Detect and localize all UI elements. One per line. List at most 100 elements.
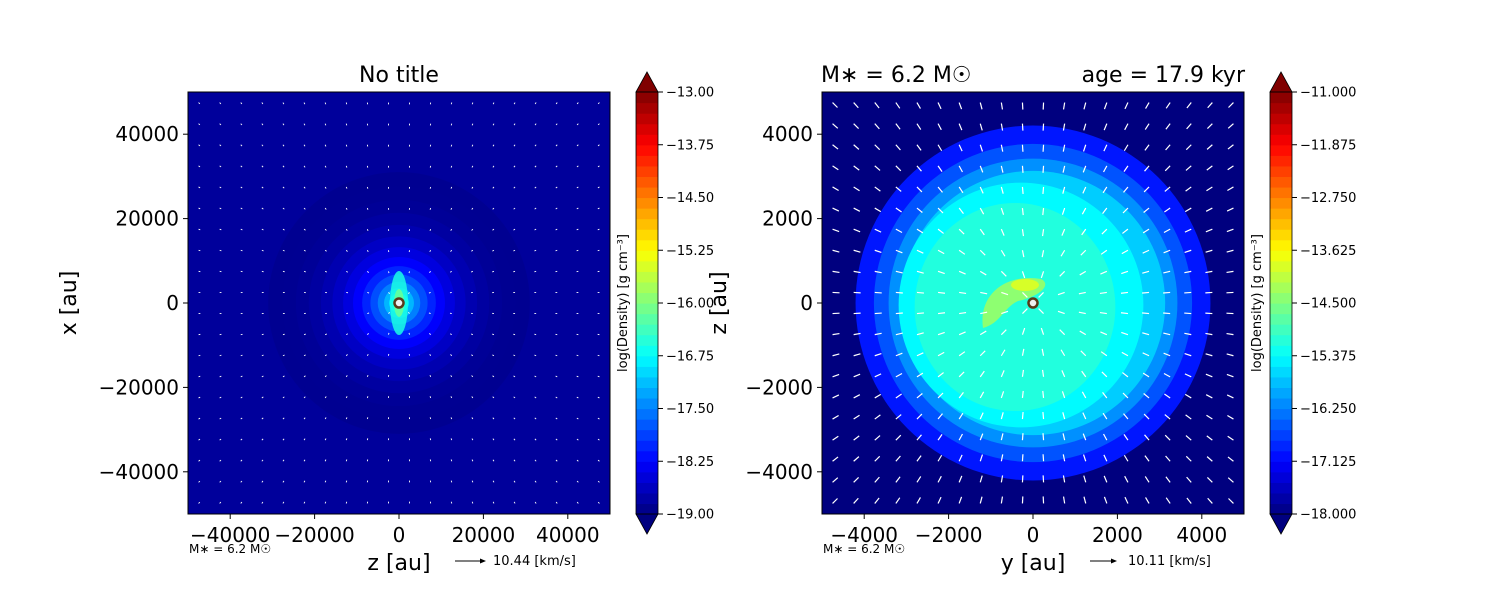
colorbar-band (636, 165, 658, 177)
velocity-arrow (1185, 186, 1192, 192)
velocity-arrow (492, 102, 495, 105)
velocity-arrow (1123, 434, 1129, 441)
colorbar-band (1270, 218, 1292, 230)
velocity-arrow (1040, 271, 1045, 279)
velocity-arrow (471, 165, 474, 168)
velocity-arrow (492, 144, 495, 147)
velocity-arrow (240, 207, 243, 210)
velocity-arrow (1100, 331, 1108, 336)
velocity-arrow (832, 498, 838, 504)
colorbar-band (636, 397, 658, 410)
velocity-arrow (874, 414, 881, 420)
velocity-arrow (282, 228, 285, 231)
velocity-arrow (874, 228, 882, 233)
velocity-arrow (1060, 349, 1066, 357)
velocity-arrow (576, 375, 579, 378)
velocity-arrow (324, 144, 327, 147)
velocity-arrow (1062, 454, 1066, 462)
velocity-arrow (534, 186, 537, 189)
velocity-arrow (895, 165, 902, 172)
velocity-arrow (1061, 228, 1066, 236)
velocity-arrow (513, 102, 516, 105)
velocity-arrow (303, 165, 306, 168)
colorbar-band (636, 250, 658, 262)
velocity-arrow (282, 186, 285, 189)
velocity-arrow (471, 480, 474, 483)
velocity-arrow (874, 393, 882, 399)
colorbar-extend-min (635, 513, 659, 535)
velocity-arrow (1000, 165, 1004, 173)
colorbar-tick-label: −11.875 (1300, 138, 1356, 153)
velocity-arrow (1227, 477, 1234, 483)
velocity-arrow (937, 372, 944, 378)
velocity-arrow (1000, 370, 1005, 378)
velocity-arrow (937, 331, 945, 336)
velocity-arrow (1124, 475, 1129, 483)
velocity-arrow (1205, 270, 1213, 274)
velocity-arrow (576, 144, 579, 147)
left-velocity-key-label: 10.44 [km/s] (493, 554, 576, 569)
colorbar-band (636, 334, 658, 346)
velocity-arrow (958, 102, 963, 110)
y-tick-label: 0 (800, 291, 813, 315)
velocity-arrow (282, 375, 285, 378)
x-tick-label: −40000 (190, 523, 270, 547)
velocity-arrow (1184, 352, 1192, 357)
velocity-arrow (198, 228, 201, 231)
velocity-arrow (1123, 186, 1129, 193)
velocity-arrow (1021, 369, 1025, 377)
velocity-arrow (1000, 475, 1004, 483)
velocity-arrow (874, 186, 881, 192)
velocity-arrow (958, 186, 964, 194)
velocity-arrow (1083, 475, 1087, 483)
colorbar-band (1270, 387, 1292, 399)
velocity-arrow (1164, 434, 1171, 441)
velocity-arrow (450, 375, 453, 378)
x-tick-label: 0 (393, 523, 406, 547)
velocity-arrow (388, 332, 390, 335)
velocity-arrow (1226, 373, 1234, 378)
velocity-arrow (366, 207, 369, 210)
velocity-arrow (832, 123, 839, 129)
velocity-arrow (1103, 144, 1108, 152)
velocity-arrow (555, 396, 558, 399)
velocity-arrow (1144, 455, 1150, 462)
velocity-arrow (1081, 370, 1087, 378)
velocity-arrow (1001, 291, 1009, 296)
velocity-arrow (1102, 412, 1108, 420)
velocity-arrow (1206, 144, 1213, 150)
velocity-arrow (916, 207, 923, 213)
velocity-arrow (576, 396, 579, 399)
velocity-arrow (916, 270, 924, 274)
velocity-arrow (303, 207, 306, 210)
colorbar-extend-min (1269, 513, 1293, 535)
velocity-arrow (853, 228, 861, 233)
velocity-arrow (555, 144, 558, 147)
velocity-arrow (324, 354, 327, 357)
velocity-arrow (1206, 476, 1213, 483)
velocity-arrow (1042, 165, 1045, 173)
velocity-arrow (1163, 249, 1171, 254)
velocity-arrow (1227, 165, 1234, 171)
velocity-arrow (958, 371, 965, 378)
velocity-arrow (345, 186, 348, 189)
velocity-arrow (282, 354, 285, 357)
velocity-arrow (345, 459, 348, 462)
velocity-arrow (534, 102, 537, 105)
velocity-arrow (1228, 102, 1234, 108)
velocity-arrow (1186, 497, 1192, 504)
velocity-arrow (576, 354, 579, 357)
velocity-arrow (534, 123, 537, 126)
velocity-arrow (874, 455, 881, 462)
velocity-arrow (1062, 144, 1066, 152)
velocity-arrow (1228, 498, 1234, 504)
velocity-arrow (303, 375, 306, 378)
y-tick-label: −4000 (745, 460, 813, 484)
velocity-arrow (916, 144, 922, 151)
velocity-arrow (1165, 102, 1171, 109)
velocity-arrow (282, 102, 285, 105)
velocity-arrow (979, 454, 984, 462)
velocity-arrow (429, 333, 431, 335)
velocity-arrow (937, 102, 942, 110)
colorbar-tick-label: −15.25 (666, 244, 714, 259)
